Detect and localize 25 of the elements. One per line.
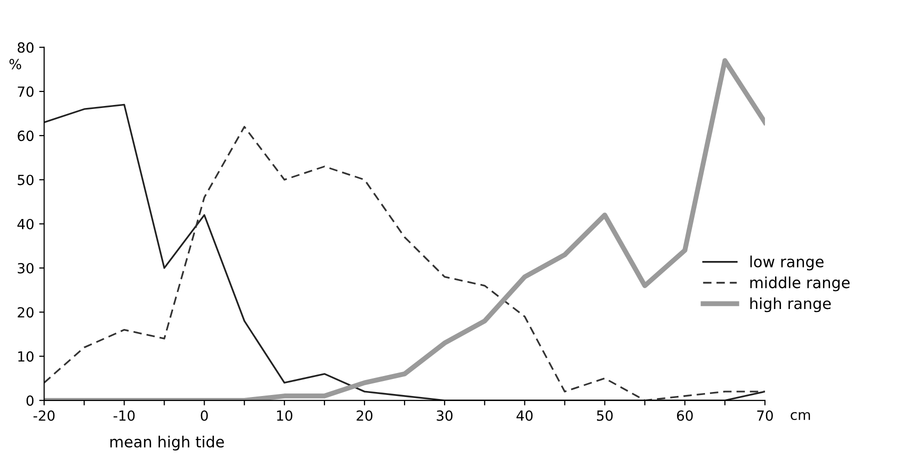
legend-label: high range [750,297,831,312]
y-tick-label: 80 [18,42,34,53]
y-tick-label: 60 [18,130,34,142]
y-axis-title: % [9,58,22,70]
y-tick-label: 50 [18,174,34,186]
y-tick-label: 0 [26,395,34,406]
y-tick-label: 70 [18,86,34,97]
x-tick-label: 0 [200,410,208,421]
x-axis-title: mean high tide [110,436,224,450]
x-tick-label: 60 [676,410,693,421]
y-tick-label: 20 [18,307,34,318]
legend-label: middle range [750,276,850,292]
legend-label: low range [750,256,824,270]
y-tick-label: 30 [18,262,34,274]
y-tick-label: 40 [17,218,34,230]
x-tick-label: 50 [597,410,613,421]
x-tick-label: -20 [33,410,55,421]
text: cm [790,412,810,420]
x-tick-label: 10 [277,410,292,421]
x-tick-label: 30 [436,410,453,421]
y-tick-label: 10 [18,351,34,362]
x-tick-label: 70 [757,410,773,421]
x-tick-label: 20 [356,410,372,421]
x-tick-label: 40 [516,410,533,421]
x-tick-label: -10 [114,410,135,421]
